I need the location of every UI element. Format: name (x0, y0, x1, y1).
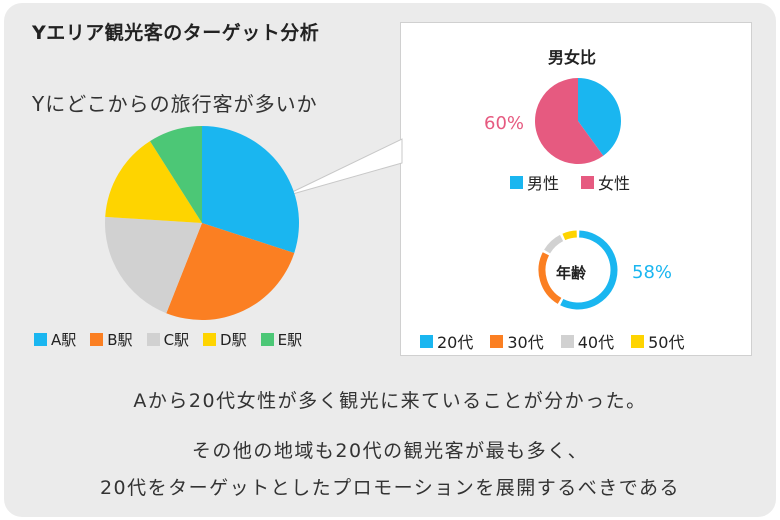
legend-item-e: E駅 (260, 329, 303, 350)
detail-panel (400, 22, 752, 356)
legend-item-50s: 50代 (631, 329, 685, 353)
station-pie-slice-2 (166, 223, 295, 320)
station-legend: A駅 B駅 C駅 D駅 E駅 (34, 329, 302, 350)
legend-label: B駅 (107, 331, 133, 349)
gender-chart-title: 男女比 (548, 48, 597, 67)
legend-item-d: D駅 (203, 329, 247, 350)
legend-swatch (490, 334, 504, 348)
station-pie-slice-1 (202, 126, 299, 253)
legend-label: 女性 (598, 174, 631, 193)
legend-item-40s: 40代 (560, 329, 615, 353)
legend-swatch (510, 175, 523, 189)
legend-swatch (90, 333, 104, 346)
legend-label: 40代 (577, 333, 615, 352)
legend-swatch (260, 333, 274, 346)
station-pie-slice-5 (150, 126, 202, 223)
legend-item-a: A駅 (34, 329, 76, 350)
legend-item-male: 男性 (510, 170, 559, 194)
age-chart-title: 年齢 (556, 264, 587, 282)
age-donut-chart (538, 230, 618, 310)
legend-label: 20代 (437, 333, 474, 352)
legend-item-30s: 30代 (490, 329, 544, 353)
callout-pointer (281, 138, 403, 198)
legend-swatch (34, 333, 47, 346)
gender-legend: 男性 女性 (510, 170, 652, 194)
legend-swatch (420, 334, 433, 348)
gender-pie-slice-2 (535, 78, 604, 164)
legend-label: D駅 (220, 331, 247, 349)
pie-subtitle: Yにどこからの旅行客が多いか (32, 92, 318, 116)
gender-pie-slice-1 (578, 78, 622, 156)
legend-label: A駅 (51, 331, 77, 349)
legend-swatch (203, 333, 217, 346)
conclusion-line-1: Aから20代女性が多く観光に来ていることが分かった。 (133, 390, 647, 412)
age-donut-arc-1 (560, 230, 618, 310)
station-pie-slice-4 (105, 141, 202, 223)
legend-swatch (581, 175, 595, 189)
legend-item-c: C駅 (146, 329, 190, 350)
legend-label: 50代 (648, 333, 685, 352)
age-donut-arc-3 (544, 234, 564, 254)
legend-label: C駅 (163, 331, 190, 349)
legend-swatch (560, 334, 574, 348)
age-donut-arc-4 (562, 230, 578, 241)
gender-pie-chart (535, 78, 622, 164)
legend-swatch (146, 333, 160, 346)
legend-label: E駅 (277, 331, 303, 349)
legend-item-female: 女性 (581, 170, 630, 194)
station-pie-slice-3 (105, 216, 202, 314)
conclusion-line-3: 20代をターゲットとしたプロモーションを展開するべきである (99, 477, 681, 499)
station-pie-chart (105, 126, 299, 320)
age-legend: 20代 30代 40代 50代 (420, 329, 702, 353)
age-donut-arc-2 (538, 252, 562, 304)
female-percent-label: 60% (484, 113, 525, 134)
legend-item-20s: 20代 (420, 329, 473, 353)
twenties-percent-label: 58% (632, 262, 673, 283)
legend-label: 男性 (527, 174, 560, 193)
conclusion-line-2: その他の地域も20代の観光客が最も多く、 (191, 440, 589, 462)
page-title: Yエリア観光客のターゲット分析 (32, 22, 320, 44)
legend-item-b: B駅 (90, 329, 133, 350)
legend-label: 30代 (507, 333, 544, 352)
legend-swatch (631, 334, 645, 348)
